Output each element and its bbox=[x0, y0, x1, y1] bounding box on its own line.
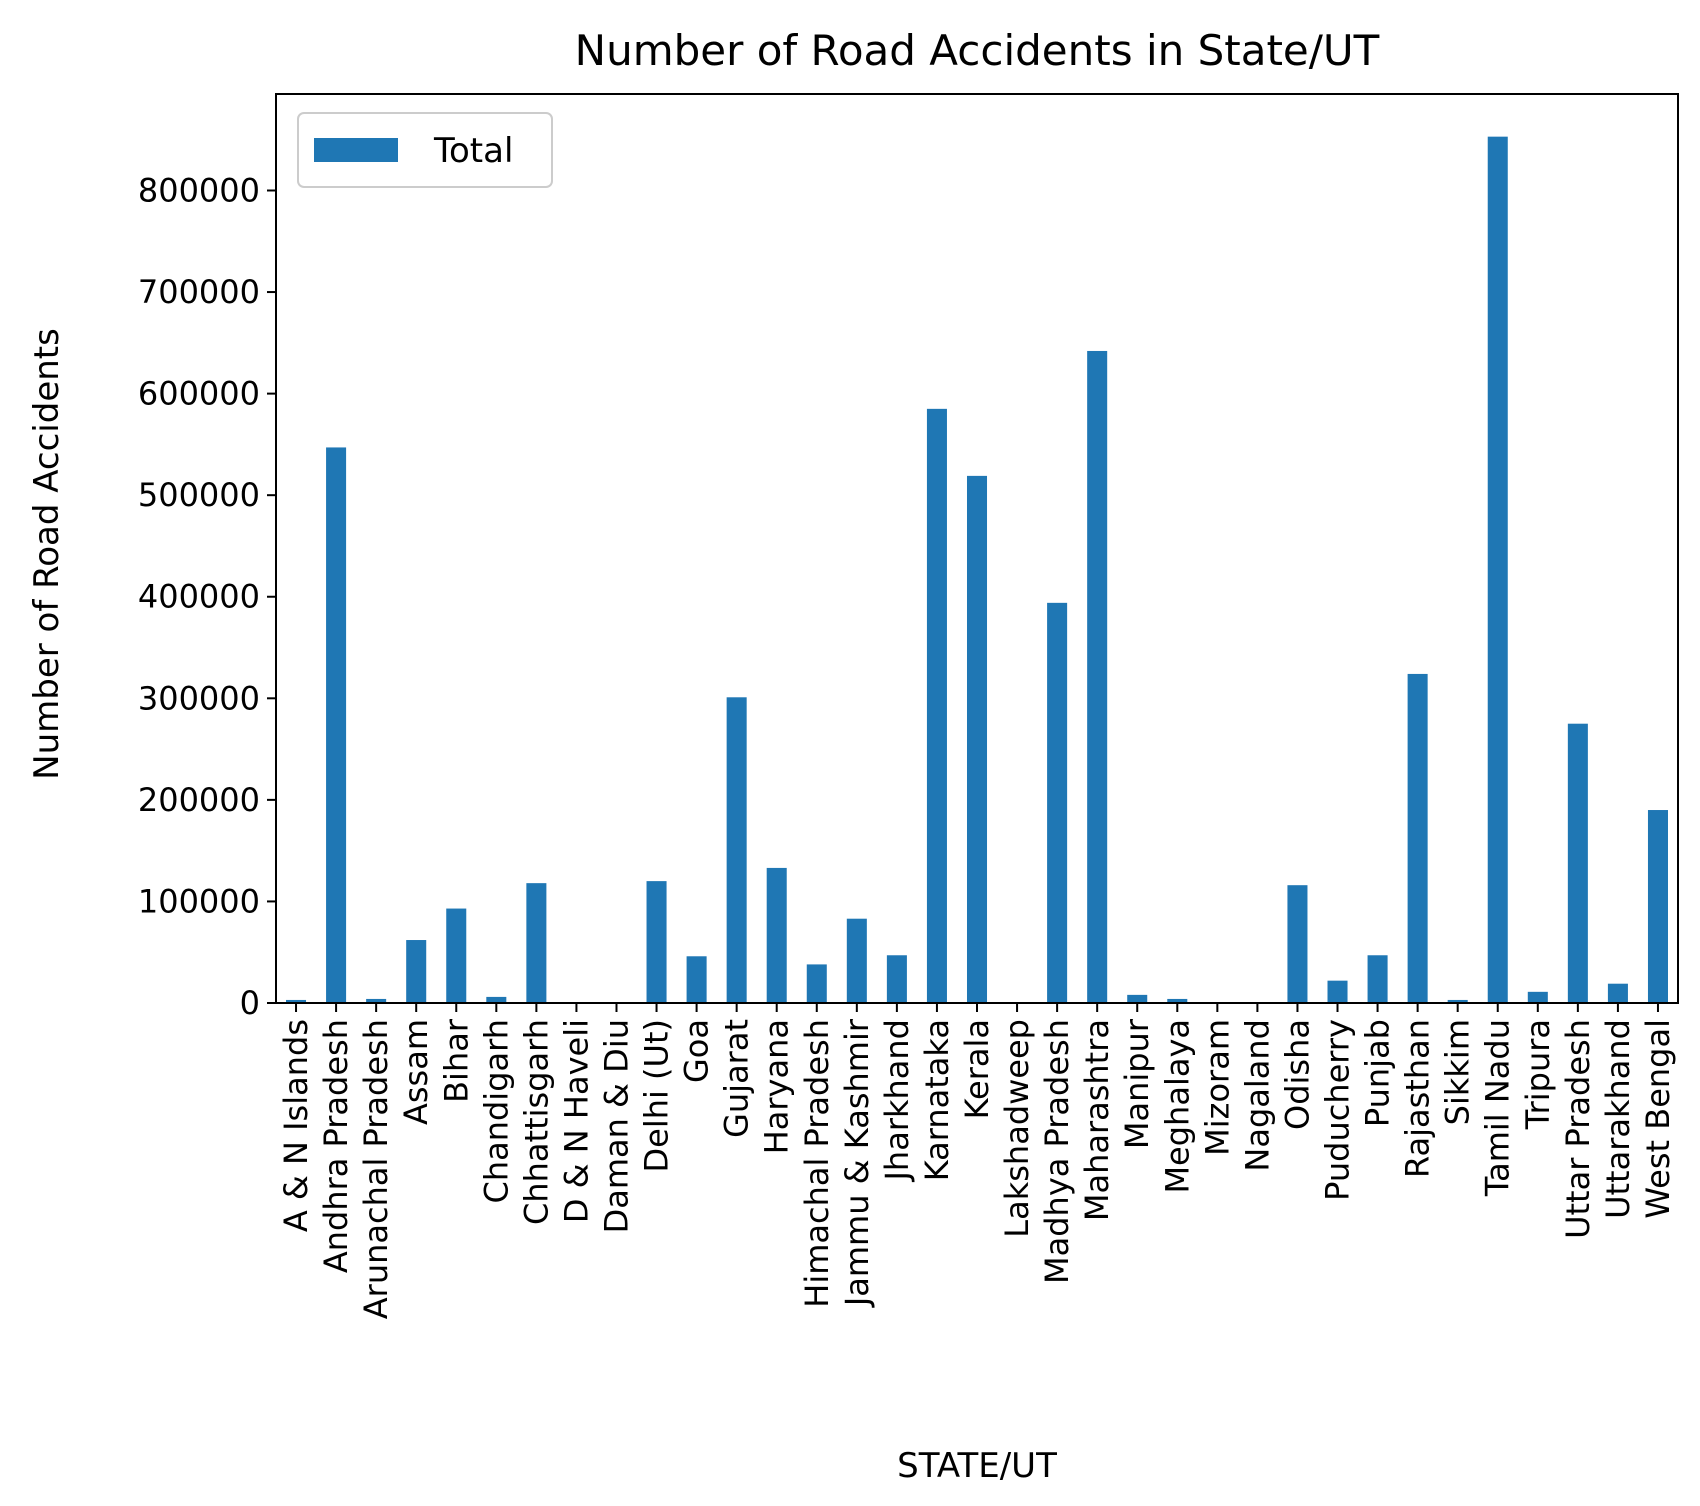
y-tick-label: 700000 bbox=[138, 273, 260, 311]
x-tick-label: Goa bbox=[678, 1019, 716, 1083]
bar bbox=[1487, 136, 1508, 1003]
x-tick-label: Kerala bbox=[958, 1019, 996, 1119]
x-tick-label: Mizoram bbox=[1198, 1019, 1236, 1156]
bar bbox=[1527, 991, 1548, 1003]
bar bbox=[1167, 998, 1188, 1003]
bar bbox=[1447, 999, 1468, 1003]
bar bbox=[1087, 350, 1108, 1004]
bar bbox=[1607, 983, 1628, 1003]
bar bbox=[526, 883, 547, 1003]
x-tick-label: Jharkhand bbox=[878, 1019, 916, 1183]
x-tick-label: Punjab bbox=[1359, 1019, 1397, 1127]
x-tick-label: Daman & Diu bbox=[597, 1019, 635, 1233]
x-tick-label: Lakshadweep bbox=[998, 1019, 1036, 1238]
y-axis-label: Number of Road Accidents bbox=[27, 328, 67, 780]
x-tick-label: Rajasthan bbox=[1399, 1019, 1437, 1178]
bar bbox=[726, 697, 747, 1003]
x-tick-label: Uttar Pradesh bbox=[1559, 1019, 1597, 1239]
legend-swatch bbox=[314, 138, 398, 162]
bar bbox=[1367, 955, 1388, 1003]
bar bbox=[486, 996, 507, 1003]
x-tick-label: Tripura bbox=[1519, 1019, 1557, 1130]
x-tick-label: Himachal Pradesh bbox=[798, 1019, 836, 1308]
bar bbox=[366, 998, 387, 1003]
x-axis: A & N Islands Andhra Pradesh Arunachal Pra… bbox=[277, 1003, 1677, 1319]
x-tick-label: Manipur bbox=[1118, 1018, 1156, 1149]
x-tick-label: Haryana bbox=[758, 1019, 796, 1154]
y-tick-label: 800000 bbox=[138, 171, 260, 209]
x-tick-label: Meghalaya bbox=[1158, 1019, 1196, 1194]
x-tick-label: Madhya Pradesh bbox=[1038, 1019, 1076, 1284]
x-tick-label: Puducherry bbox=[1319, 1019, 1357, 1201]
x-tick-label: Uttarakhand bbox=[1599, 1019, 1637, 1219]
y-tick-label: 500000 bbox=[138, 476, 260, 514]
y-tick-label: 600000 bbox=[138, 375, 260, 413]
bar bbox=[406, 940, 427, 1003]
x-tick-label: Delhi (Ut) bbox=[638, 1019, 676, 1173]
y-tick-label: 400000 bbox=[138, 578, 260, 616]
x-tick-label: D & N Haveli bbox=[557, 1019, 595, 1223]
legend: Total bbox=[297, 112, 553, 188]
x-tick-label: Arunachal Pradesh bbox=[357, 1019, 395, 1319]
plot-area bbox=[275, 93, 1679, 1004]
x-tick-label: Sikkim bbox=[1439, 1019, 1477, 1125]
bar bbox=[766, 867, 787, 1003]
x-tick-label: A & N Islands bbox=[277, 1019, 315, 1232]
bar bbox=[926, 408, 947, 1004]
x-tick-label: Chhattisgarh bbox=[517, 1019, 555, 1225]
x-tick-label: Tamil Nadu bbox=[1479, 1019, 1517, 1197]
x-tick-label: Nagaland bbox=[1238, 1019, 1276, 1172]
y-tick-label: 100000 bbox=[138, 882, 260, 920]
bar bbox=[646, 881, 667, 1003]
bar bbox=[446, 908, 467, 1003]
x-tick-label: West Bengal bbox=[1639, 1019, 1677, 1219]
bar bbox=[286, 999, 307, 1003]
y-tick-label: 300000 bbox=[138, 679, 260, 717]
x-tick-label: Karnataka bbox=[918, 1019, 956, 1181]
x-tick-label: Gujarat bbox=[718, 1019, 756, 1138]
bar bbox=[1327, 980, 1348, 1003]
x-axis-label: STATE/UT bbox=[897, 1446, 1057, 1486]
x-tick-label: Jammu & Kashmir bbox=[838, 1018, 876, 1308]
bar bbox=[1287, 885, 1308, 1003]
x-tick-label: Odisha bbox=[1278, 1019, 1316, 1130]
legend-box bbox=[297, 112, 553, 188]
y-axis: 0 100000 200000 300000 400000 500000 600000 700… bbox=[138, 171, 276, 1022]
bar bbox=[1647, 810, 1668, 1003]
bar bbox=[806, 964, 827, 1003]
bar bbox=[1047, 602, 1068, 1003]
bar bbox=[846, 918, 867, 1003]
x-tick-label: Bihar bbox=[437, 1018, 475, 1103]
bar bbox=[1127, 994, 1148, 1003]
x-tick-label: Assam bbox=[397, 1019, 435, 1125]
x-tick-label: Maharashtra bbox=[1078, 1019, 1116, 1221]
bar bbox=[886, 955, 907, 1003]
y-tick-label: 0 bbox=[240, 984, 260, 1022]
y-tick-label: 200000 bbox=[138, 781, 260, 819]
legend-label: Total bbox=[433, 131, 513, 171]
chart-title: Number of Road Accidents in State/UT bbox=[575, 26, 1380, 75]
bar bbox=[1567, 723, 1588, 1003]
bar bbox=[1407, 673, 1428, 1003]
x-tick-label: Andhra Pradesh bbox=[317, 1019, 355, 1273]
x-tick-label: Chandigarh bbox=[477, 1019, 515, 1204]
bar bbox=[966, 475, 988, 1003]
bar bbox=[326, 447, 347, 1003]
bar bbox=[686, 956, 707, 1003]
